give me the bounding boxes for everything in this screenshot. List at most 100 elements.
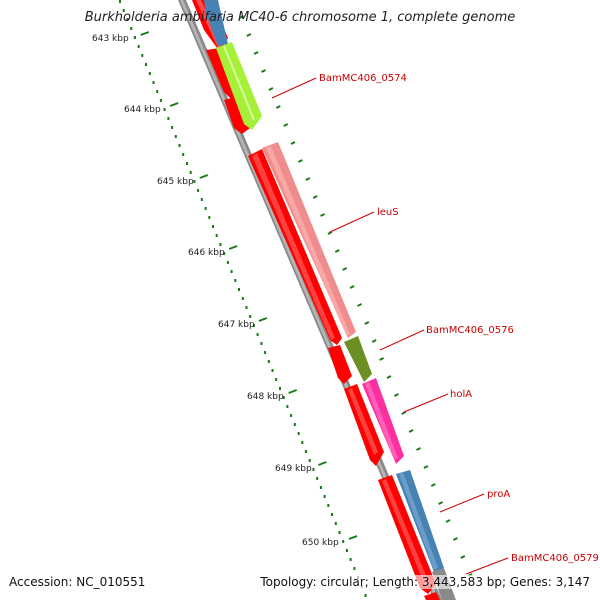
outer-tick-mark (452, 537, 458, 541)
leader-line-BamMC406_0576 (379, 329, 425, 351)
ruler-dot (219, 243, 222, 246)
ruler-dot (327, 504, 330, 507)
ruler-dot (241, 297, 244, 300)
outer-tick-mark (261, 69, 266, 73)
outer-tick-mark (253, 51, 259, 55)
outer-tick-mark (320, 213, 326, 217)
ruler-dot (267, 360, 270, 363)
ruler-tick-mark (348, 535, 358, 540)
ruler-dot (275, 378, 278, 381)
ruler-dot (308, 459, 311, 462)
ruler-labels: 643 kbp 644 kbp 645 kbp 646 kbp 647 kbp … (92, 34, 339, 548)
leader-line-leuS (329, 211, 375, 233)
outer-tick-mark (423, 465, 429, 469)
ruler-dot (197, 189, 200, 192)
ruler-dot (182, 153, 185, 156)
gene-block-BamMC406_0574[interactable] (216, 42, 262, 130)
outer-tick-mark (416, 447, 421, 451)
ruler-dot (245, 306, 248, 309)
gene-label[interactable]: proA (487, 489, 510, 500)
outer-tick-mark (371, 339, 377, 343)
outer-tick-mark (349, 285, 355, 289)
gene-arrow-forward[interactable] (224, 97, 250, 134)
ruler-dot (141, 54, 144, 57)
gene-label[interactable]: leuS (377, 207, 399, 218)
reverse-strand-genes (204, 0, 456, 600)
ruler-dot (323, 495, 326, 498)
outer-tick-mark (297, 159, 303, 163)
gene-block-BamMC406_0576[interactable] (344, 336, 372, 382)
gene-block-top[interactable] (204, 0, 228, 46)
outer-tick-mark (379, 357, 385, 361)
ruler-dot (230, 270, 233, 273)
ruler-dot (171, 126, 174, 129)
ruler-dot (301, 441, 304, 444)
outer-tick-mark (268, 87, 274, 91)
outer-tick-mark (290, 141, 296, 145)
ruler-dot (331, 513, 333, 516)
ruler-dot (152, 81, 155, 84)
ruler-dot (312, 468, 315, 471)
ruler-dot (193, 180, 196, 183)
ruler-tick-mark (258, 317, 268, 322)
gene-labels: BamMC406_0574 leuS BamMC406_0576 holA pr… (319, 73, 599, 564)
ruler-tick-label: 646 kbp (188, 248, 225, 258)
outer-tick-mark (342, 267, 348, 271)
ruler-tick-label: 645 kbp (157, 177, 194, 187)
ruler-dot (167, 117, 170, 120)
ruler-tick-mark (318, 461, 327, 466)
ruler-dot (316, 477, 319, 480)
gene-label-leaders (271, 77, 509, 575)
ruler-dot (249, 315, 252, 318)
ruler-dot (226, 261, 229, 264)
ruler-dot (178, 144, 181, 147)
ruler-dot (223, 252, 226, 255)
ruler-dot (282, 396, 285, 399)
outer-tick-mark (364, 321, 370, 325)
outer-tick-mark (275, 105, 281, 109)
ruler-dot (256, 333, 259, 336)
leader-line-holA (403, 393, 449, 413)
ruler-dot (271, 369, 274, 372)
ruler-dot (145, 63, 147, 66)
outer-tick-mark (246, 33, 252, 37)
ruler-dot (126, 18, 129, 21)
ruler-dot (189, 171, 192, 174)
ruler-tick-mark (199, 174, 209, 179)
outer-tick-mark (312, 195, 318, 199)
gene-arrow-forward[interactable] (328, 345, 352, 384)
ruler-dot (163, 108, 166, 111)
ruler-dot (186, 162, 188, 165)
gene-arrow-forward[interactable] (424, 592, 440, 600)
genome-summary-text: Topology: circular; Length: 3,443,583 bp… (260, 575, 590, 589)
gene-label[interactable]: BamMC406_0574 (319, 73, 407, 84)
ruler-tick-label: 648 kbp (247, 392, 284, 402)
ruler-dot (338, 531, 341, 534)
ruler-tick-label: 647 kbp (218, 320, 255, 330)
genome-title: Burkholderia ambifaria MC40-6 chromosome… (84, 10, 516, 25)
ruler-tick-mark (140, 31, 150, 36)
gene-label[interactable]: BamMC406_0579 (511, 553, 599, 564)
ruler-dot (286, 405, 289, 408)
gene-label[interactable]: BamMC406_0576 (426, 325, 514, 336)
ruler-dot (174, 135, 177, 138)
ruler-ticks (140, 31, 358, 540)
ruler-dot (364, 594, 367, 597)
outer-tick-mark (401, 411, 407, 415)
outer-tick-mark (386, 375, 392, 379)
outer-tick-mark (445, 519, 451, 523)
ruler-dot (208, 216, 211, 219)
leader-line-BamMC406_0574 (271, 77, 317, 99)
ruler-dot (252, 324, 255, 327)
ruler-dot (297, 432, 300, 435)
gene-label[interactable]: holA (450, 389, 472, 400)
ruler-dot (215, 234, 218, 237)
ruler-dot (319, 486, 322, 489)
ruler-tick-mark (288, 389, 298, 394)
ruler-dot (137, 45, 140, 48)
ruler-dot (159, 99, 162, 102)
ruler-tick-mark (228, 245, 238, 250)
ruler-dot (345, 549, 348, 552)
ruler-dot (290, 414, 293, 417)
